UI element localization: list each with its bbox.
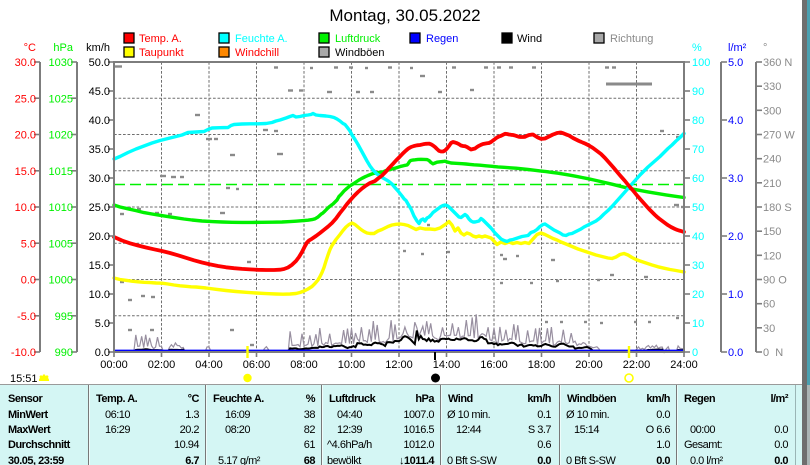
svg-text:1000: 1000: [49, 275, 73, 287]
svg-text:1020: 1020: [49, 130, 73, 142]
svg-text:02:00: 02:00: [148, 359, 176, 371]
svg-text:hPa: hPa: [53, 42, 73, 54]
svg-text:330: 330: [763, 81, 781, 93]
svg-text:0 N: 0 N: [763, 347, 783, 359]
svg-text:14:00: 14:00: [433, 359, 461, 371]
svg-text:1005: 1005: [49, 238, 73, 250]
svg-text:70: 70: [692, 144, 704, 156]
svg-text:30: 30: [692, 260, 704, 272]
svg-text:180 S: 180 S: [763, 202, 792, 214]
svg-text:240: 240: [763, 154, 781, 166]
svg-text:30: 30: [763, 323, 775, 335]
svg-text:0.0: 0.0: [728, 347, 743, 359]
svg-text:-10.0: -10.0: [11, 347, 36, 359]
svg-text:16:00: 16:00: [480, 359, 508, 371]
svg-text:270 W: 270 W: [763, 130, 795, 142]
svg-text:%: %: [692, 42, 702, 54]
svg-text:08:00: 08:00: [290, 359, 318, 371]
svg-text:Montag, 30.05.2022: Montag, 30.05.2022: [329, 6, 480, 25]
svg-text:Regen: Regen: [426, 33, 458, 45]
svg-text:90 O: 90 O: [763, 275, 787, 287]
svg-text:60: 60: [692, 173, 704, 185]
svg-text:00:00: 00:00: [100, 359, 128, 371]
svg-text:10.0: 10.0: [15, 202, 36, 214]
svg-text:80: 80: [692, 115, 704, 127]
svg-text:210: 210: [763, 178, 781, 190]
svg-text:22:00: 22:00: [623, 359, 651, 371]
svg-text:1.0: 1.0: [728, 289, 743, 301]
svg-text:4.0: 4.0: [728, 115, 743, 127]
svg-text:Taupunkt: Taupunkt: [139, 47, 184, 59]
svg-text:15.0: 15.0: [89, 260, 110, 272]
svg-text:15.0: 15.0: [15, 166, 36, 178]
svg-text:km/h: km/h: [86, 42, 110, 54]
svg-text:1015: 1015: [49, 166, 73, 178]
svg-text:45.0: 45.0: [89, 86, 110, 98]
svg-text:20:00: 20:00: [575, 359, 603, 371]
svg-text:Windchill: Windchill: [235, 47, 279, 59]
svg-text:120: 120: [763, 250, 781, 262]
svg-text:Temp. A.: Temp. A.: [139, 33, 182, 45]
svg-text:10:00: 10:00: [338, 359, 366, 371]
svg-text:18:00: 18:00: [528, 359, 556, 371]
svg-text:995: 995: [55, 311, 73, 323]
svg-text:Wind: Wind: [517, 33, 542, 45]
svg-text:0.0: 0.0: [21, 275, 36, 287]
svg-text:Luftdruck: Luftdruck: [335, 33, 381, 45]
svg-text:990: 990: [55, 347, 73, 359]
svg-text:60: 60: [763, 299, 775, 311]
svg-text:40.0: 40.0: [89, 115, 110, 127]
svg-text:12:00: 12:00: [385, 359, 413, 371]
svg-text:Richtung: Richtung: [610, 33, 653, 45]
svg-text:06:00: 06:00: [243, 359, 271, 371]
svg-text:Feuchte A.: Feuchte A.: [235, 33, 288, 45]
svg-text:20.0: 20.0: [89, 231, 110, 243]
svg-text:35.0: 35.0: [89, 144, 110, 156]
svg-text:04:00: 04:00: [195, 359, 223, 371]
svg-text:°: °: [763, 42, 767, 54]
svg-text:40: 40: [692, 231, 704, 243]
svg-text:5.0: 5.0: [21, 238, 36, 250]
svg-text:90: 90: [692, 86, 704, 98]
svg-text:10: 10: [692, 318, 704, 330]
svg-text:0.0: 0.0: [95, 347, 110, 359]
svg-text:20.0: 20.0: [15, 130, 36, 142]
svg-text:50: 50: [692, 202, 704, 214]
svg-text:30.0: 30.0: [15, 57, 36, 69]
svg-text:30.0: 30.0: [89, 173, 110, 185]
svg-text:-5.0: -5.0: [17, 311, 36, 323]
svg-text:1025: 1025: [49, 93, 73, 105]
svg-text:3.0: 3.0: [728, 173, 743, 185]
svg-text:5.0: 5.0: [95, 318, 110, 330]
svg-text:1010: 1010: [49, 202, 73, 214]
svg-text:100: 100: [692, 57, 710, 69]
svg-text:15:51: 15:51: [10, 373, 38, 385]
svg-text:25.0: 25.0: [89, 202, 110, 214]
svg-text:°C: °C: [24, 42, 36, 54]
svg-text:2.0: 2.0: [728, 231, 743, 243]
svg-text:50.0: 50.0: [89, 57, 110, 69]
svg-text:10.0: 10.0: [89, 289, 110, 301]
svg-text:0: 0: [692, 347, 698, 359]
svg-text:Windböen: Windböen: [335, 47, 385, 59]
svg-text:5.0: 5.0: [728, 57, 743, 69]
svg-text:360 N: 360 N: [763, 57, 792, 69]
svg-text:24:00: 24:00: [670, 359, 698, 371]
svg-text:l/m²: l/m²: [728, 42, 747, 54]
svg-text:300: 300: [763, 105, 781, 117]
svg-text:150: 150: [763, 226, 781, 238]
svg-text:25.0: 25.0: [15, 93, 36, 105]
svg-text:20: 20: [692, 289, 704, 301]
svg-text:1030: 1030: [49, 57, 73, 69]
